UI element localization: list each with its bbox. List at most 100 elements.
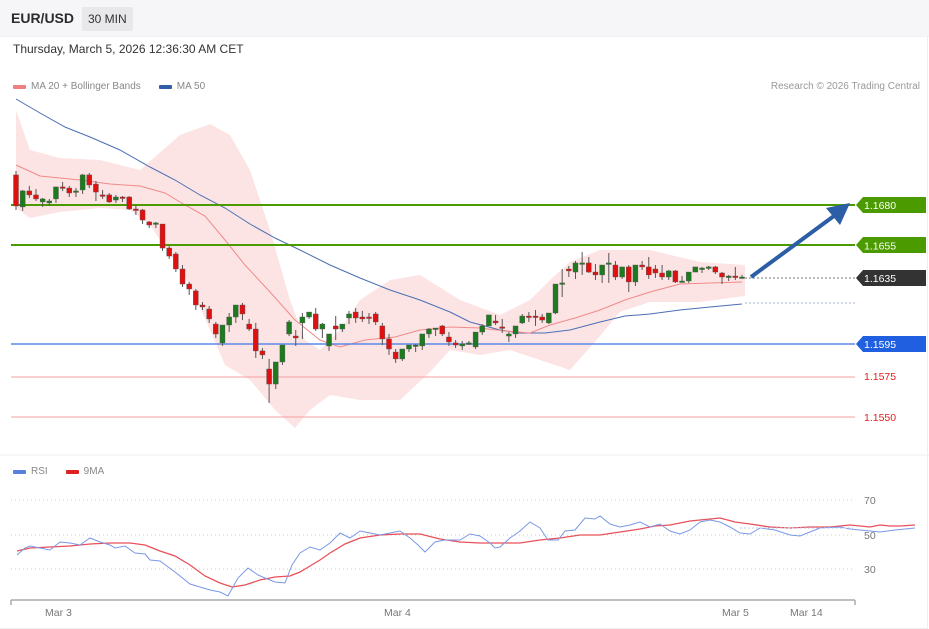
candle: [266, 368, 272, 385]
candle: [412, 344, 419, 347]
candle: [646, 266, 652, 276]
bollinger-band: [16, 110, 745, 428]
candle: [626, 266, 632, 283]
candle: [499, 326, 505, 329]
x-label-mar3: Mar 3: [45, 607, 72, 619]
candle: [99, 194, 106, 197]
rsi-ma-swatch-icon: [65, 469, 79, 474]
candle: [572, 262, 579, 273]
candle: [479, 325, 485, 333]
candle: [452, 342, 459, 346]
candle: [666, 270, 672, 278]
candle: [159, 223, 166, 249]
price-tag-last: 1.1635: [856, 270, 926, 286]
rsi-ma-line: [16, 517, 916, 588]
candle: [406, 344, 412, 350]
candle: [79, 174, 86, 191]
candle: [379, 325, 386, 340]
rsi-swatch-icon: [13, 469, 26, 474]
x-label-mar5: Mar 5: [722, 607, 749, 619]
candle: [639, 264, 645, 268]
candle: [33, 194, 39, 200]
candle: [519, 315, 525, 324]
candle: [659, 272, 665, 278]
candle: [692, 266, 699, 273]
candle: [652, 268, 659, 274]
ma20-swatch-icon: [13, 84, 26, 89]
symbol-title: EUR/USD: [11, 10, 75, 26]
candle: [739, 276, 745, 279]
candle: [199, 304, 206, 308]
candle: [672, 270, 679, 283]
candle: [173, 253, 179, 270]
candle: [279, 344, 286, 363]
candle: [119, 196, 126, 199]
candle: [66, 187, 72, 194]
candle: [186, 283, 192, 290]
candle: [599, 264, 605, 276]
candle: [552, 283, 559, 314]
candle: [506, 333, 512, 337]
candle: [392, 351, 399, 360]
candle: [46, 200, 53, 204]
candle: [139, 209, 146, 221]
x-label-mar4: Mar 4: [384, 607, 411, 619]
candle: [719, 272, 725, 278]
candle: [592, 271, 599, 276]
candle: [113, 196, 119, 201]
candle: [246, 323, 252, 330]
candle: [566, 268, 572, 272]
candle: [39, 198, 46, 203]
candle: [526, 315, 532, 318]
candle: [253, 328, 259, 352]
legend-ma20-label: MA 20 + Bollinger Bands: [31, 81, 141, 92]
legend-ma50-label: MA 50: [176, 81, 206, 92]
candle: [146, 221, 152, 226]
candle: [352, 311, 359, 319]
svg-text:1.1680: 1.1680: [864, 200, 896, 212]
candle: [699, 267, 705, 270]
candle: [346, 313, 352, 319]
ma20-line: [15, 164, 743, 348]
ma50-line: [15, 98, 743, 334]
candle: [259, 350, 266, 356]
candle: [539, 316, 545, 321]
candle: [239, 304, 246, 315]
candle: [579, 262, 585, 265]
rsi-tick-30: 30: [864, 564, 876, 576]
rsi-tick-70: 70: [864, 495, 876, 507]
legend-rsi-label: RSI: [31, 466, 48, 477]
candle: [299, 316, 306, 324]
candle: [466, 342, 472, 345]
candle: [166, 247, 172, 257]
candle: [679, 280, 685, 283]
candle: [606, 262, 612, 265]
candle: [586, 262, 592, 273]
rsi-legend: RSI 9MA: [13, 466, 104, 477]
candle: [193, 290, 199, 306]
candle: [712, 266, 719, 273]
candle: [705, 266, 712, 269]
candle: [366, 316, 372, 319]
candle: [339, 323, 346, 330]
candle: [492, 320, 499, 324]
candle: [732, 275, 739, 278]
svg-text:1.1595: 1.1595: [864, 339, 896, 351]
price-tag-1680: 1.1680: [856, 197, 926, 213]
candle: [612, 264, 619, 278]
candle: [532, 315, 539, 318]
candle: [93, 183, 99, 193]
candle: [19, 190, 26, 208]
header-bar: EUR/USD 30 MIN: [0, 0, 929, 37]
candle: [619, 266, 625, 278]
rsi-line: [16, 515, 916, 597]
candle: [306, 311, 312, 318]
candle: [559, 282, 565, 285]
timeframe-selector[interactable]: 30 MIN: [82, 7, 133, 31]
x-label-mar14: Mar 14: [790, 607, 823, 619]
candle: [372, 313, 379, 323]
candlestick-series: [13, 170, 745, 403]
candle: [293, 335, 299, 339]
candle: [26, 190, 33, 196]
